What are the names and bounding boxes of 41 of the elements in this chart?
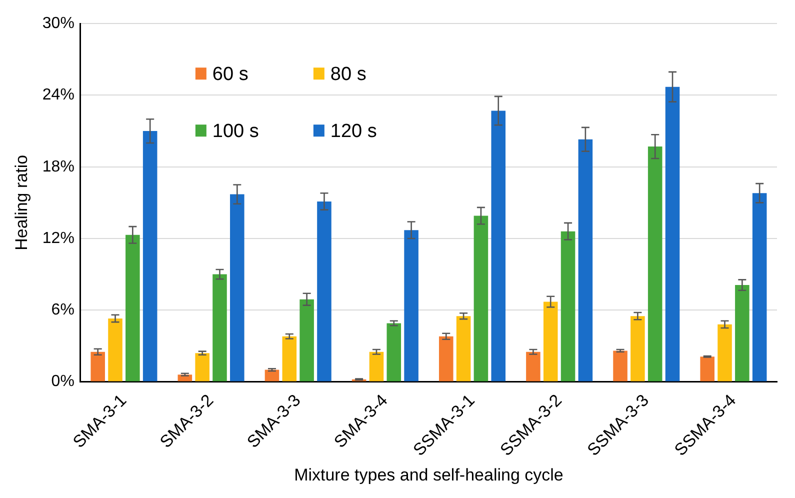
bar bbox=[474, 216, 488, 382]
bar bbox=[300, 299, 314, 382]
y-axis-title: Healing ratio bbox=[12, 154, 31, 250]
bar bbox=[543, 302, 558, 382]
bar bbox=[230, 194, 244, 382]
bar bbox=[212, 274, 227, 382]
bar bbox=[90, 352, 105, 382]
bar bbox=[648, 146, 662, 382]
legend-label: 100 s bbox=[212, 120, 259, 142]
y-tick-label: 6% bbox=[51, 302, 74, 319]
y-tick-label: 12% bbox=[42, 230, 74, 247]
bar bbox=[404, 230, 418, 382]
bar bbox=[735, 285, 750, 382]
legend-label: 80 s bbox=[330, 64, 366, 85]
bar bbox=[752, 193, 767, 382]
x-axis-title: Mixture types and self-healing cycle bbox=[294, 465, 564, 484]
bar bbox=[456, 316, 471, 382]
bar bbox=[386, 323, 402, 382]
y-tick-label: 18% bbox=[42, 158, 74, 176]
bar bbox=[282, 336, 297, 382]
bar bbox=[491, 110, 506, 382]
bar bbox=[108, 318, 122, 382]
bar bbox=[438, 336, 454, 382]
bar bbox=[142, 131, 158, 382]
bar bbox=[578, 139, 593, 382]
bar bbox=[526, 352, 540, 382]
bar bbox=[317, 201, 332, 382]
y-tick-label: 24% bbox=[42, 86, 74, 104]
bar bbox=[195, 353, 210, 382]
bar bbox=[718, 324, 732, 382]
bar bbox=[126, 234, 140, 382]
bar bbox=[369, 352, 384, 382]
bar bbox=[560, 231, 576, 382]
y-tick-label: 30% bbox=[42, 15, 74, 32]
bar bbox=[665, 86, 680, 382]
y-tick-label: 0% bbox=[51, 373, 74, 390]
bar bbox=[700, 356, 714, 382]
bar bbox=[613, 350, 628, 382]
legend-label: 60 s bbox=[212, 64, 248, 85]
legend-label: 120 s bbox=[330, 120, 377, 142]
bar bbox=[630, 316, 645, 382]
